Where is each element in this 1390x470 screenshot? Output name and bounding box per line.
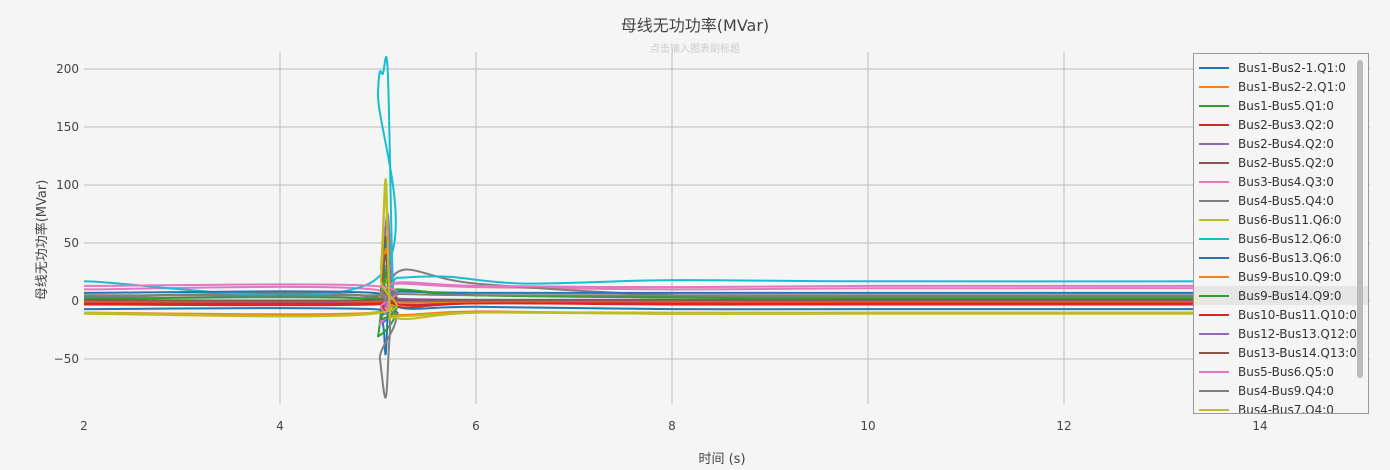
series-line[interactable] <box>83 55 1359 297</box>
legend-swatch-icon <box>1199 408 1229 411</box>
legend-label: Bus13-Bus14.Q13:0 <box>1238 345 1357 360</box>
y-tick-label: 150 <box>56 120 79 134</box>
legend-label: Bus6-Bus11.Q6:0 <box>1238 212 1342 227</box>
legend-item[interactable]: Bus12-Bus13.Q12:0 <box>1194 324 1368 343</box>
legend-item[interactable]: Bus6-Bus13.Q6:0 <box>1194 248 1368 267</box>
legend-swatch-icon <box>1199 142 1229 145</box>
legend-label: Bus6-Bus13.Q6:0 <box>1238 250 1342 265</box>
legend-label: Bus3-Bus4.Q3:0 <box>1238 174 1334 189</box>
legend-label: Bus9-Bus10.Q9:0 <box>1238 269 1342 284</box>
x-tick-label: 12 <box>1056 419 1071 433</box>
legend-swatch-icon <box>1199 104 1229 107</box>
y-tick-label: 100 <box>56 178 79 192</box>
x-tick-label: 2 <box>80 419 88 433</box>
legend-label: Bus4-Bus7.Q4:0 <box>1238 402 1334 414</box>
legend-swatch-icon <box>1199 85 1229 88</box>
series-line[interactable] <box>83 253 1358 304</box>
x-tick-label: 8 <box>668 419 676 433</box>
x-axis-ticks: 2 4 6 8 10 12 14 <box>80 419 1267 433</box>
legend-label: Bus2-Bus3.Q2:0 <box>1238 117 1334 132</box>
legend-item[interactable]: Bus6-Bus12.Q6:0 <box>1194 229 1368 248</box>
legend-item[interactable]: Bus2-Bus5.Q2:0 <box>1194 153 1368 172</box>
series-line[interactable] <box>83 288 1358 303</box>
y-axis-ticks: 200 150 100 50 0 −50 <box>54 62 79 366</box>
legend-label: Bus1-Bus5.Q1:0 <box>1238 98 1334 113</box>
legend-swatch-icon <box>1199 180 1229 183</box>
legend-swatch-icon <box>1199 123 1229 126</box>
legend-swatch-icon <box>1199 332 1229 335</box>
legend-label: Bus1-Bus2-1.Q1:0 <box>1238 60 1346 75</box>
legend[interactable]: Bus1-Bus2-1.Q1:0 Bus1-Bus2-2.Q1:0 Bus1-Bus… <box>1193 53 1369 414</box>
legend-item[interactable]: Bus1-Bus2-2.Q1:0 <box>1194 77 1368 96</box>
legend-item[interactable]: Bus1-Bus2-1.Q1:0 <box>1194 58 1368 77</box>
legend-item[interactable]: Bus4-Bus9.Q4:0 <box>1194 381 1368 400</box>
legend-item[interactable]: Bus9-Bus14.Q9:0 <box>1194 286 1368 305</box>
legend-swatch-icon <box>1199 313 1229 316</box>
legend-item[interactable]: Bus10-Bus11.Q10:0 <box>1194 305 1368 324</box>
x-tick-label: 4 <box>276 419 284 433</box>
legend-scrollbar[interactable] <box>1357 60 1363 378</box>
y-tick-label: 50 <box>64 236 79 250</box>
legend-label: Bus9-Bus14.Q9:0 <box>1238 288 1342 303</box>
series-lines <box>83 55 1359 399</box>
legend-item[interactable]: Bus9-Bus10.Q9:0 <box>1194 267 1368 286</box>
y-axis-label: 母线无功功率(MVar) <box>34 180 50 301</box>
y-tick-label: 200 <box>56 62 79 76</box>
legend-label: Bus2-Bus4.Q2:0 <box>1238 136 1334 151</box>
legend-swatch-icon <box>1199 218 1229 221</box>
legend-item[interactable]: Bus4-Bus5.Q4:0 <box>1194 191 1368 210</box>
legend-swatch-icon <box>1199 161 1229 164</box>
legend-swatch-icon <box>1199 256 1229 259</box>
x-tick-label: 6 <box>472 419 480 433</box>
legend-swatch-icon <box>1199 294 1229 297</box>
legend-label: Bus10-Bus11.Q10:0 <box>1238 307 1357 322</box>
legend-label: Bus4-Bus5.Q4:0 <box>1238 193 1334 208</box>
legend-swatch-icon <box>1199 237 1229 240</box>
legend-label: Bus2-Bus5.Q2:0 <box>1238 155 1334 170</box>
legend-swatch-icon <box>1199 370 1229 373</box>
legend-swatch-icon <box>1199 199 1229 202</box>
legend-item[interactable]: Bus2-Bus4.Q2:0 <box>1194 134 1368 153</box>
legend-item[interactable]: Bus6-Bus11.Q6:0 <box>1194 210 1368 229</box>
series-line[interactable] <box>83 189 1358 320</box>
legend-label: Bus12-Bus13.Q12:0 <box>1238 326 1357 341</box>
legend-label: Bus1-Bus2-2.Q1:0 <box>1238 79 1346 94</box>
series-line[interactable] <box>83 281 1359 315</box>
legend-label: Bus5-Bus6.Q5:0 <box>1238 364 1334 379</box>
chart-subtitle[interactable]: 点击输入图表副标题 <box>650 44 740 55</box>
legend-swatch-icon <box>1199 275 1229 278</box>
legend-label: Bus6-Bus12.Q6:0 <box>1238 231 1342 246</box>
legend-item[interactable]: Bus5-Bus6.Q5:0 <box>1194 362 1368 381</box>
x-axis-label: 时间 (s) <box>698 452 745 467</box>
x-tick-label: 14 <box>1252 419 1267 433</box>
legend-swatch-icon <box>1199 66 1229 69</box>
chart-title: 母线无功功率(MVar) <box>620 16 770 35</box>
legend-item[interactable]: Bus3-Bus4.Q3:0 <box>1194 172 1368 191</box>
y-tick-label: 0 <box>71 294 79 308</box>
legend-swatch-icon <box>1199 351 1229 354</box>
x-tick-label: 10 <box>860 419 875 433</box>
legend-item[interactable]: Bus4-Bus7.Q4:0 <box>1194 400 1368 414</box>
legend-label: Bus4-Bus9.Q4:0 <box>1238 383 1334 398</box>
legend-items: Bus1-Bus2-1.Q1:0 Bus1-Bus2-2.Q1:0 Bus1-Bus… <box>1194 54 1368 414</box>
series-line[interactable] <box>83 294 1358 308</box>
grid-lines <box>84 52 1370 404</box>
y-tick-label: −50 <box>54 352 79 366</box>
legend-swatch-icon <box>1199 389 1229 392</box>
legend-item[interactable]: Bus2-Bus3.Q2:0 <box>1194 115 1368 134</box>
legend-item[interactable]: Bus1-Bus5.Q1:0 <box>1194 96 1368 115</box>
legend-item[interactable]: Bus13-Bus14.Q13:0 <box>1194 343 1368 362</box>
